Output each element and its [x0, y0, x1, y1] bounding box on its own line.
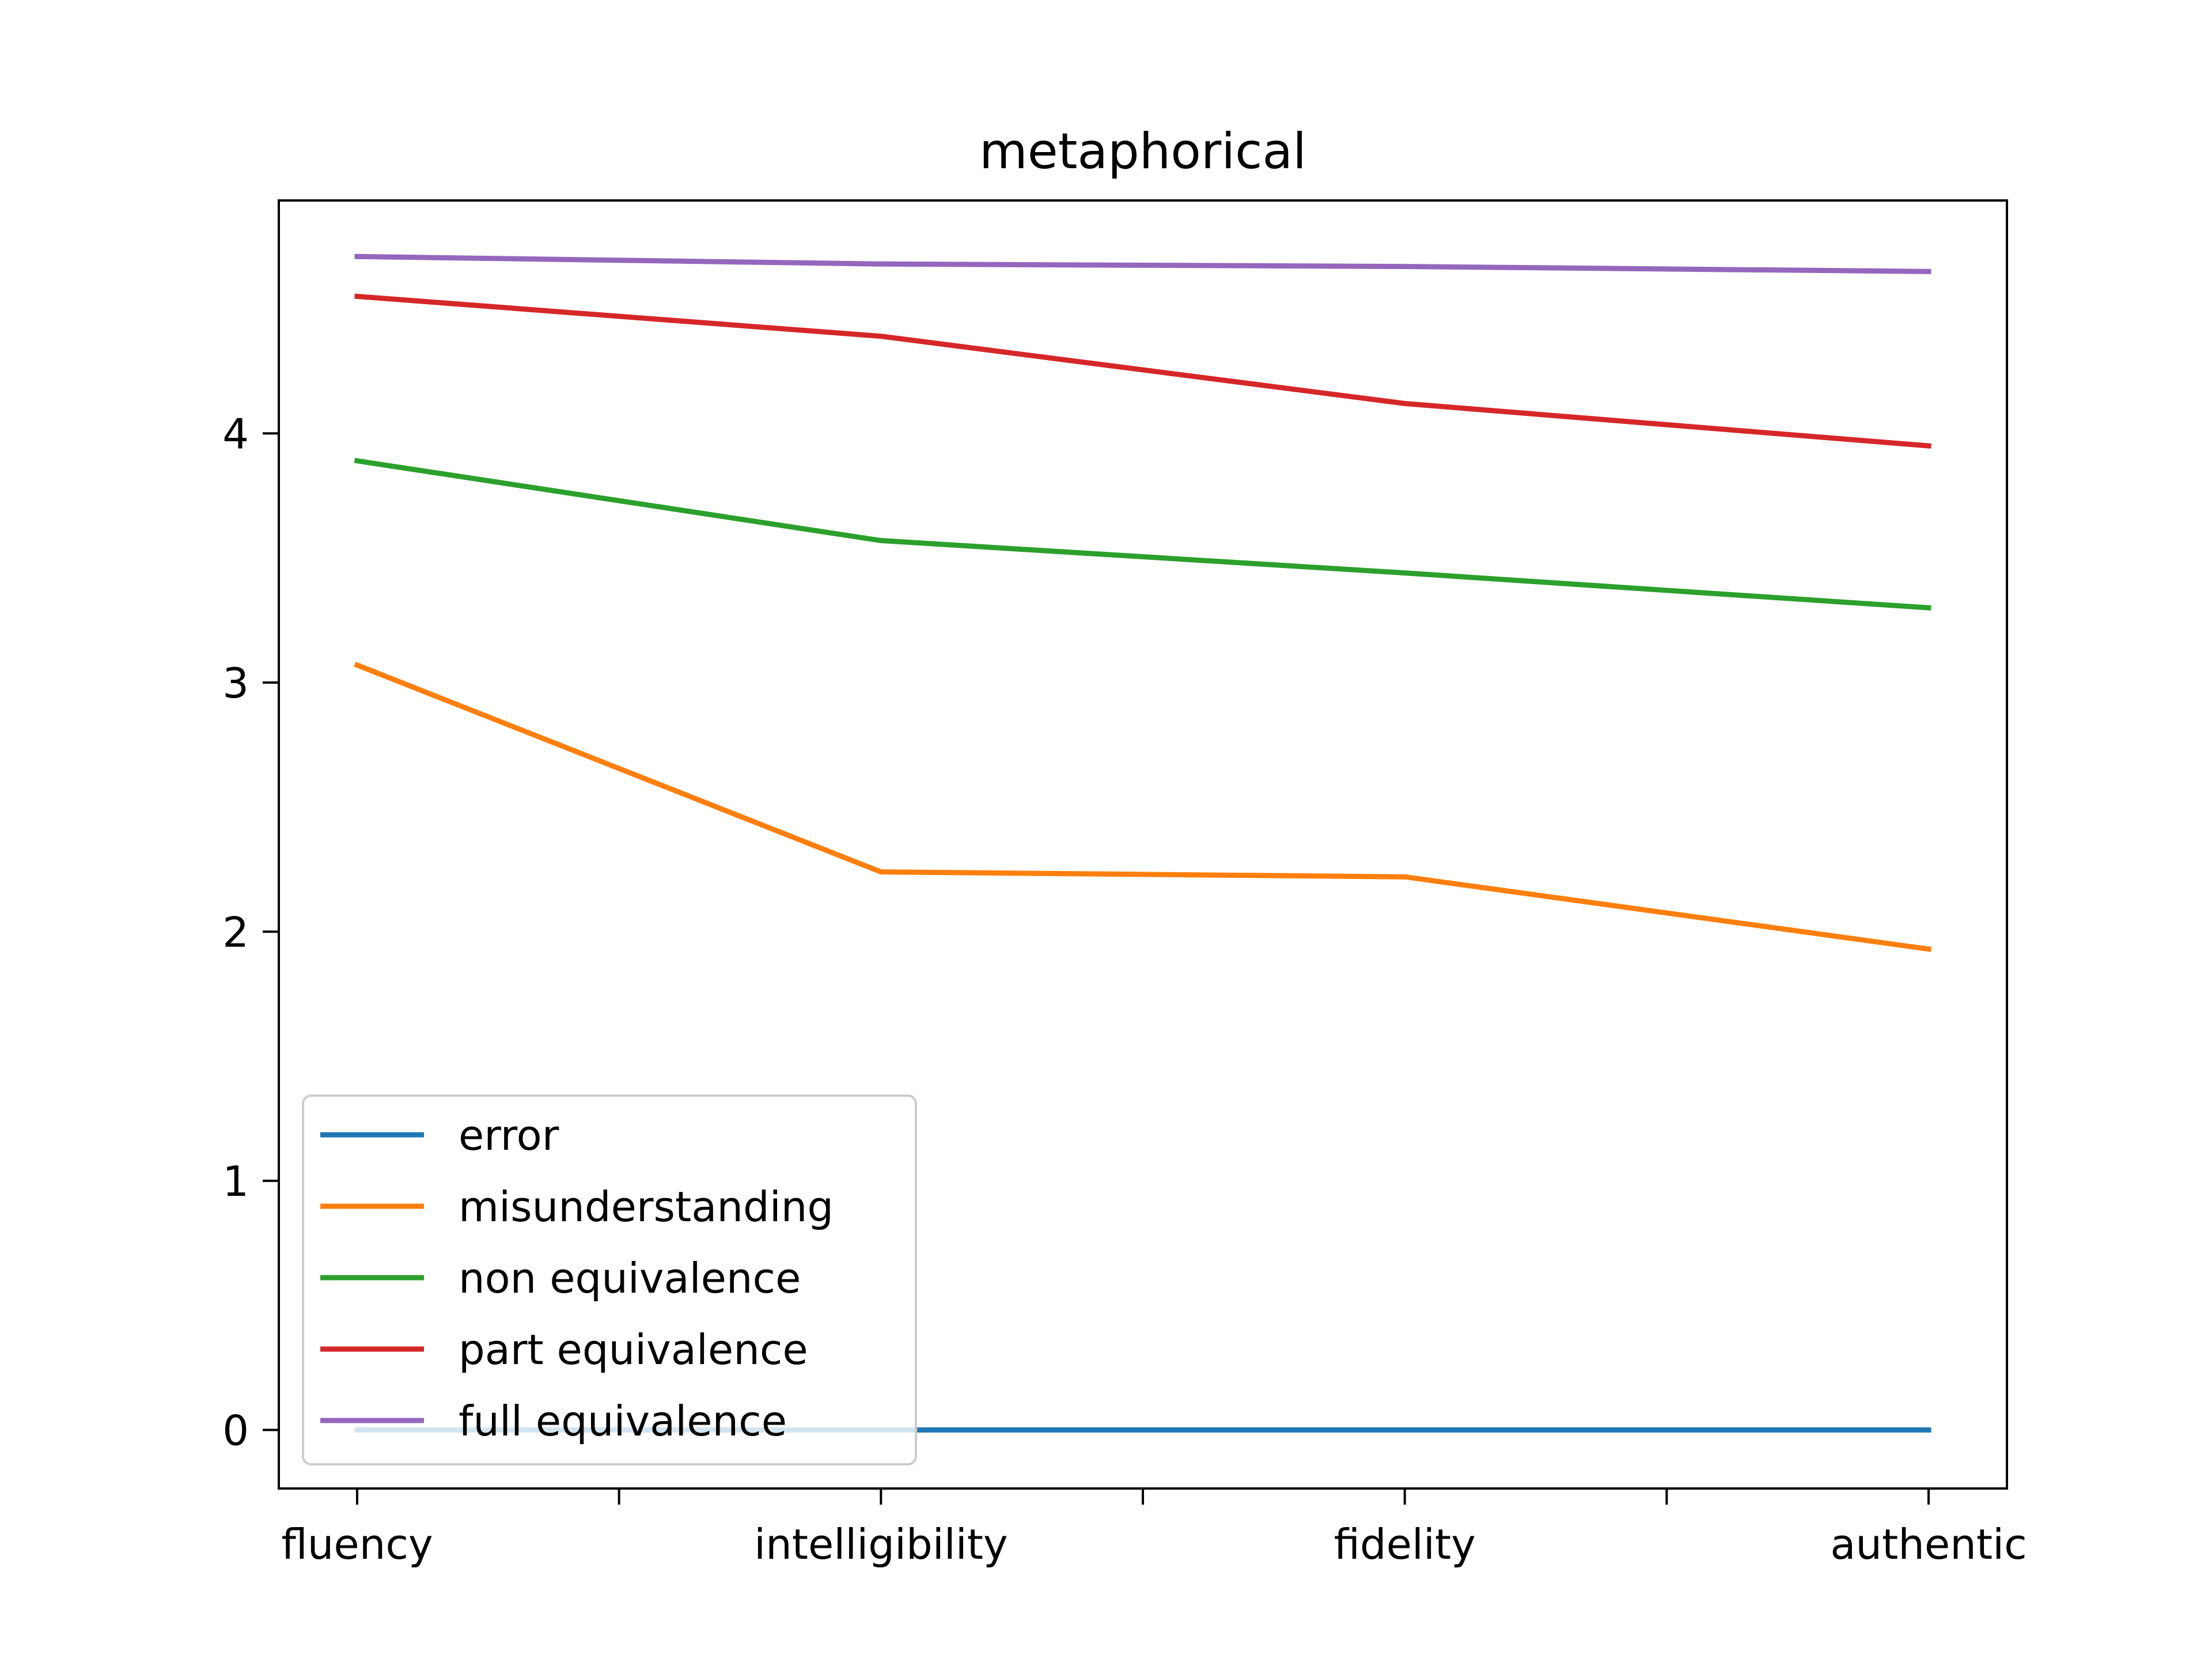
x-tick-label: fidelity [1334, 1520, 1476, 1569]
series-line-full-equivalence [354, 253, 1931, 274]
y-tick-label: 4 [222, 410, 249, 458]
legend-label: misunderstanding [459, 1183, 834, 1231]
y-tick-label: 2 [222, 908, 249, 956]
x-tick-label: fluency [281, 1520, 433, 1569]
legend-label: full equivalence [459, 1397, 787, 1445]
legend: error misunderstanding non equivalence part… [302, 1094, 917, 1465]
chart-title: metaphorical [979, 123, 1306, 180]
y-tick-label: 0 [222, 1406, 249, 1455]
series-line-non-equivalence [354, 457, 1931, 611]
x-tick-label: authentic [1830, 1520, 2027, 1569]
series-line-misunderstanding [354, 661, 1932, 952]
x-axis: fluency intelligibility fidelity authentic [281, 1488, 2027, 1569]
legend-label: error [459, 1111, 559, 1160]
y-tick-label: 1 [222, 1157, 249, 1206]
legend-label: non equivalence [459, 1254, 801, 1302]
y-tick-label: 3 [222, 659, 249, 707]
x-tick-label: intelligibility [754, 1520, 1007, 1569]
series-line-part-equivalence [354, 293, 1931, 449]
legend-box [302, 1094, 917, 1465]
y-axis: 0 1 2 3 4 [222, 410, 279, 1455]
legend-label: part equivalence [459, 1325, 808, 1374]
